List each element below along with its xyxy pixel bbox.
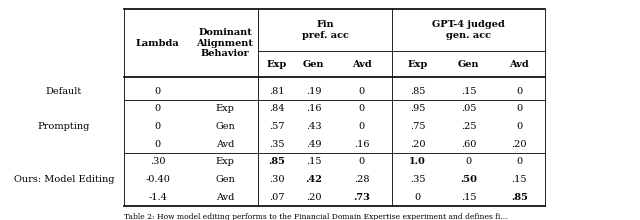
Text: 0: 0 <box>155 140 161 149</box>
Text: Ours: Model Editing: Ours: Model Editing <box>13 175 115 184</box>
Text: Avd: Avd <box>509 60 529 69</box>
Text: 0: 0 <box>359 104 365 113</box>
Text: .19: .19 <box>306 86 321 95</box>
Text: 1.0: 1.0 <box>409 157 426 166</box>
Text: 0: 0 <box>155 86 161 95</box>
Text: -0.40: -0.40 <box>145 175 170 184</box>
Text: Gen: Gen <box>215 122 235 131</box>
Text: Prompting: Prompting <box>38 122 90 131</box>
Text: .20: .20 <box>410 140 426 149</box>
Text: .05: .05 <box>461 104 476 113</box>
Text: .28: .28 <box>354 175 369 184</box>
Text: 0: 0 <box>516 122 522 131</box>
Text: Exp: Exp <box>216 157 234 166</box>
Text: .35: .35 <box>410 175 426 184</box>
Text: Gen: Gen <box>303 60 324 69</box>
Text: 0: 0 <box>415 193 420 202</box>
Text: .50: .50 <box>460 175 477 184</box>
Text: .15: .15 <box>461 193 476 202</box>
Text: .15: .15 <box>461 86 476 95</box>
Text: .16: .16 <box>306 104 321 113</box>
Text: .16: .16 <box>354 140 369 149</box>
Text: Table 2: How model editing performs to the Financial Domain Expertise experiment: Table 2: How model editing performs to t… <box>124 213 507 220</box>
Text: .20: .20 <box>511 140 527 149</box>
Text: 0: 0 <box>516 157 522 166</box>
Text: 0: 0 <box>155 104 161 113</box>
Text: -1.4: -1.4 <box>148 193 167 202</box>
Text: .43: .43 <box>306 122 321 131</box>
Text: .85: .85 <box>268 157 285 166</box>
Text: .85: .85 <box>511 193 528 202</box>
Text: Default: Default <box>46 86 82 95</box>
Text: 0: 0 <box>359 122 365 131</box>
Text: .57: .57 <box>269 122 284 131</box>
Text: Avd: Avd <box>352 60 372 69</box>
Text: .73: .73 <box>353 193 371 202</box>
Text: 0: 0 <box>516 86 522 95</box>
Text: Dominant
Alignment
Behavior: Dominant Alignment Behavior <box>196 28 253 58</box>
Text: .85: .85 <box>410 86 426 95</box>
Text: .30: .30 <box>269 175 284 184</box>
Text: 0: 0 <box>359 157 365 166</box>
Text: .07: .07 <box>269 193 284 202</box>
Text: .49: .49 <box>306 140 321 149</box>
Text: 0: 0 <box>155 122 161 131</box>
Text: Gen: Gen <box>458 60 479 69</box>
Text: Exp: Exp <box>267 60 287 69</box>
Text: 0: 0 <box>516 104 522 113</box>
Text: Exp: Exp <box>216 104 234 113</box>
Text: .95: .95 <box>410 104 426 113</box>
Text: .25: .25 <box>461 122 476 131</box>
Text: 0: 0 <box>359 86 365 95</box>
Text: GPT-4 judged
gen. acc: GPT-4 judged gen. acc <box>432 20 505 40</box>
Text: .42: .42 <box>305 175 322 184</box>
Text: .15: .15 <box>306 157 321 166</box>
Text: Avd: Avd <box>216 193 234 202</box>
Text: .35: .35 <box>269 140 284 149</box>
Text: Lambda: Lambda <box>136 39 180 48</box>
Text: .20: .20 <box>306 193 321 202</box>
Text: Fin
pref. acc: Fin pref. acc <box>301 20 348 40</box>
Text: .30: .30 <box>150 157 165 166</box>
Text: .81: .81 <box>269 86 284 95</box>
Text: .60: .60 <box>461 140 476 149</box>
Text: .15: .15 <box>511 175 527 184</box>
Text: .75: .75 <box>410 122 426 131</box>
Text: .84: .84 <box>269 104 284 113</box>
Text: 0: 0 <box>465 157 472 166</box>
Text: Gen: Gen <box>215 175 235 184</box>
Text: Exp: Exp <box>408 60 428 69</box>
Text: Avd: Avd <box>216 140 234 149</box>
